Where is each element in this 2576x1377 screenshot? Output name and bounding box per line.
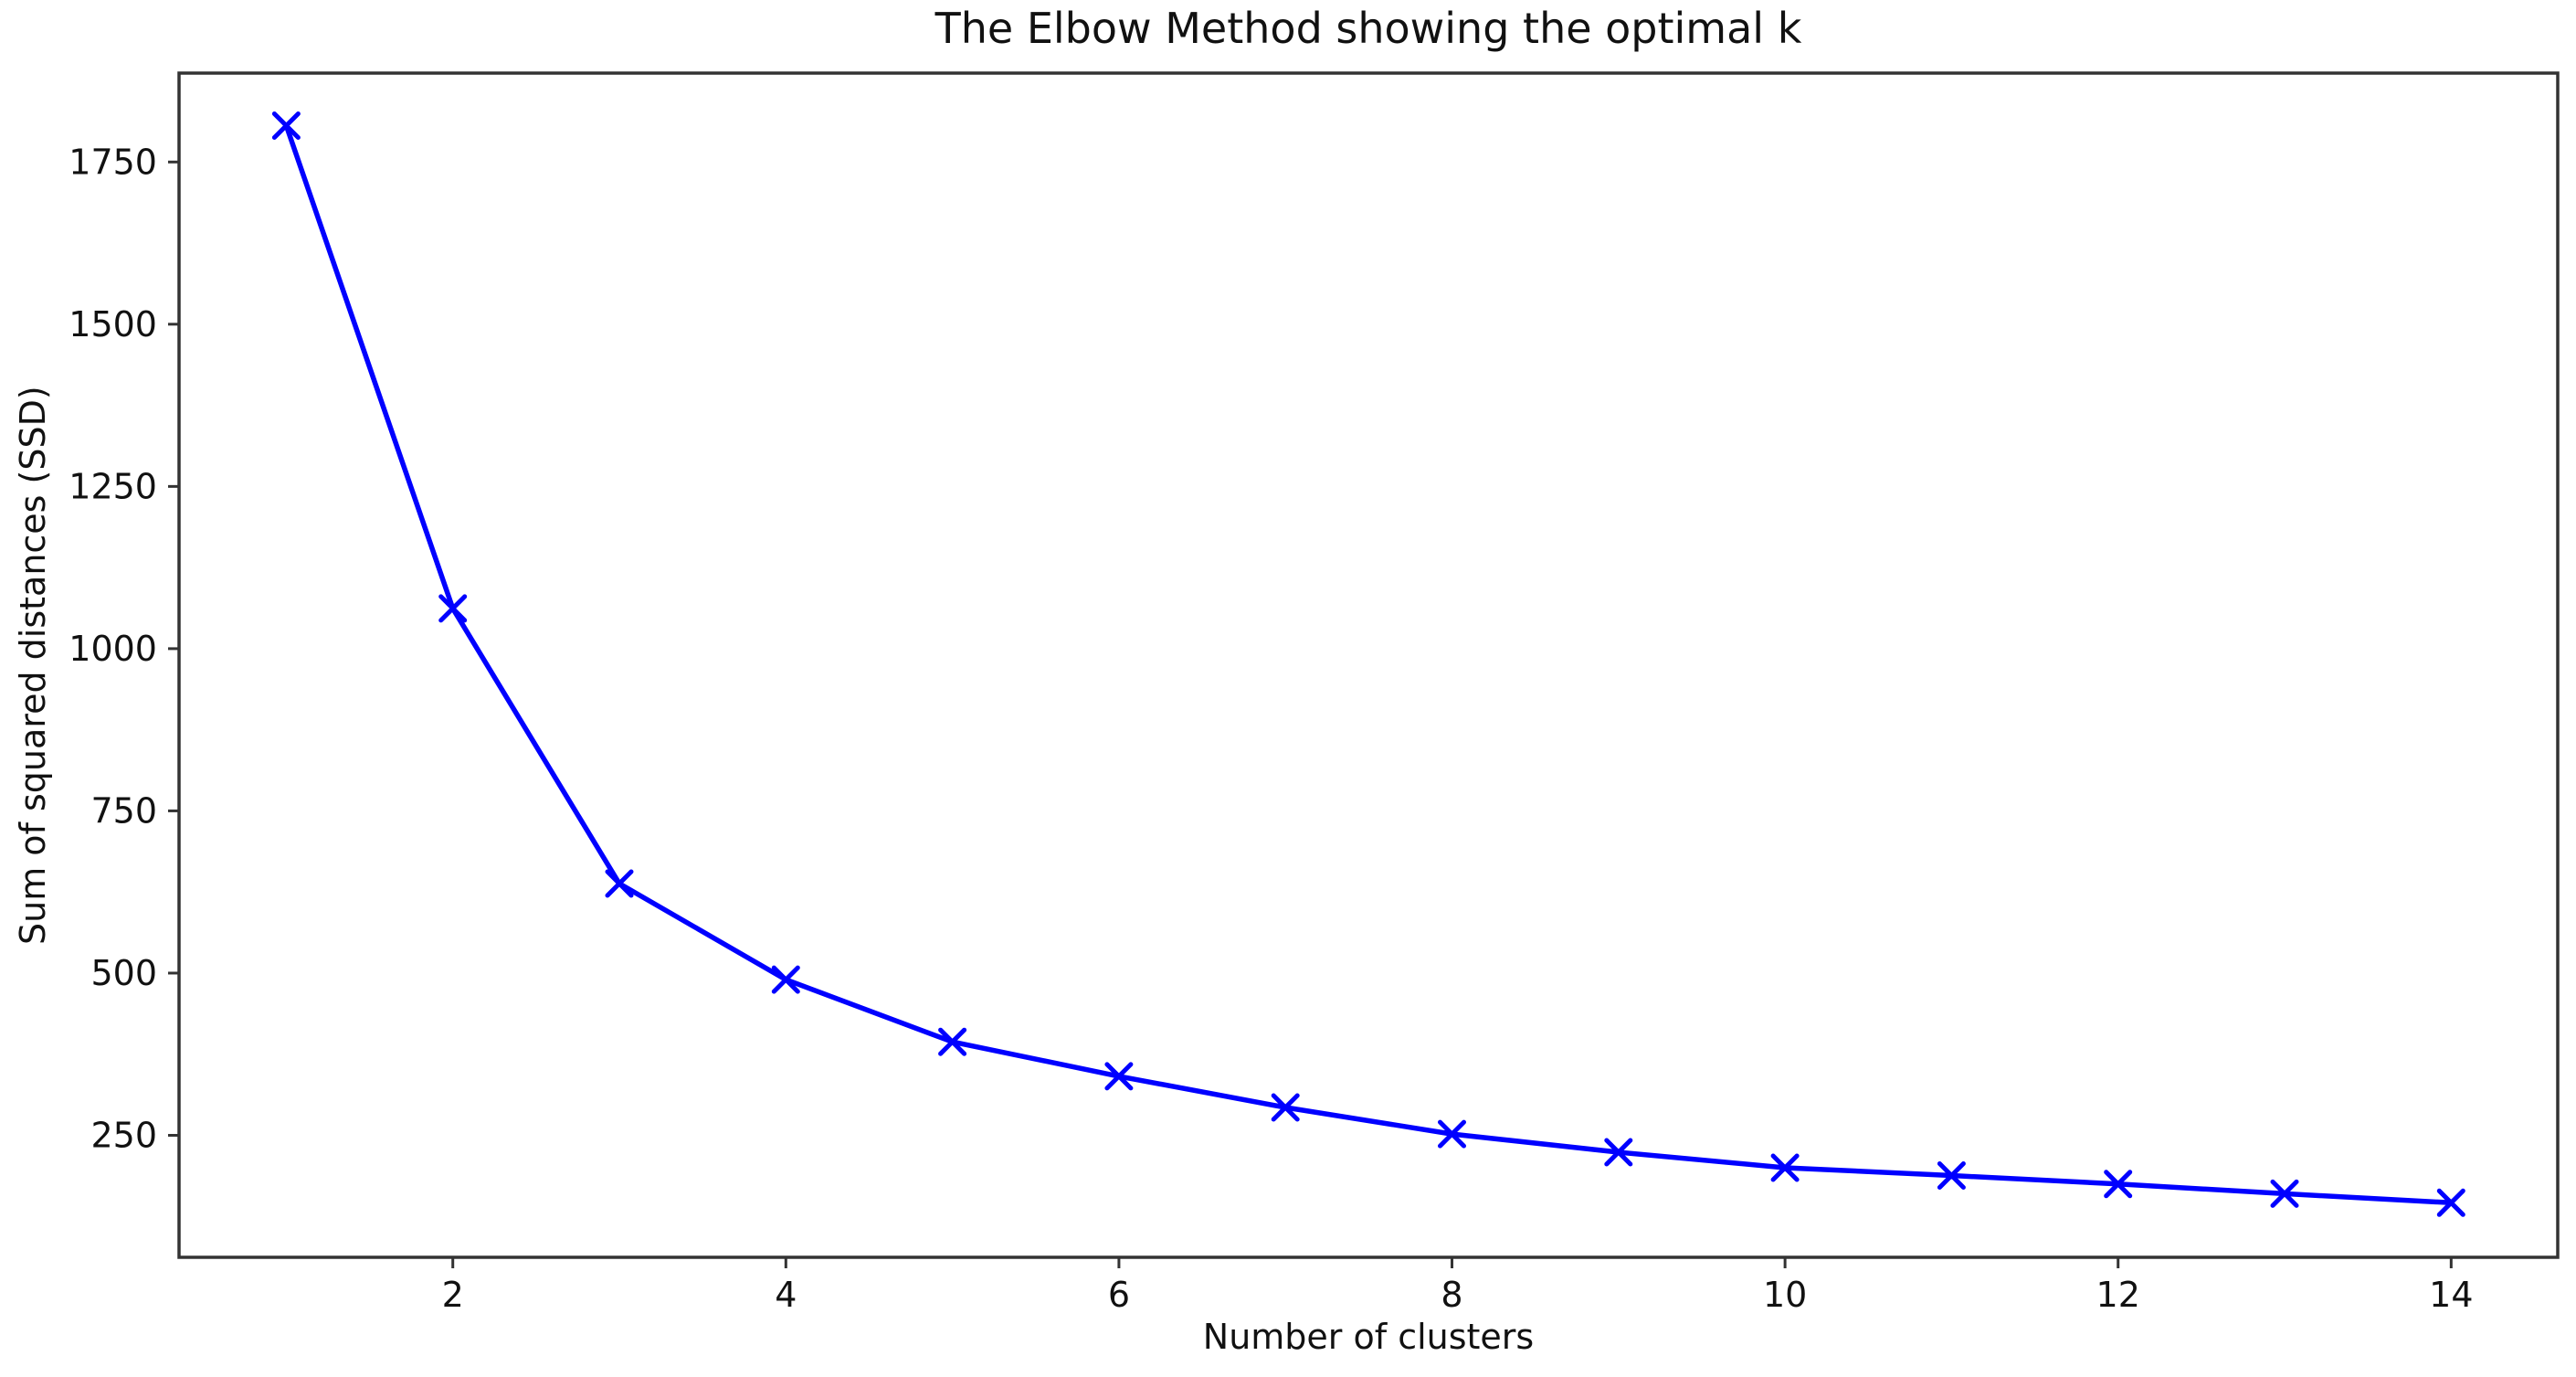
x-tick-label: 4 (775, 1275, 797, 1315)
y-tick-label: 1500 (69, 304, 157, 344)
y-tick-label: 250 (90, 1115, 157, 1155)
y-tick-label: 1750 (69, 142, 157, 182)
axes-spines (177, 71, 2560, 1259)
data-markers (271, 111, 2465, 1217)
y-tick-label: 500 (90, 953, 157, 993)
chart-title: The Elbow Method showing the optimal k (934, 4, 1802, 53)
x-tick-label: 6 (1108, 1275, 1130, 1315)
y-tick-label: 750 (90, 790, 157, 831)
x-tick-label: 14 (2429, 1275, 2473, 1315)
y-tick-label: 1250 (69, 466, 157, 506)
x-tick-label: 2 (442, 1275, 464, 1315)
data-line (283, 122, 2455, 1206)
x-tick-label: 8 (1441, 1275, 1462, 1315)
x-axis-label: Number of clusters (1202, 1317, 1535, 1357)
x-tick-label: 12 (2096, 1275, 2140, 1315)
x-tick-label: 10 (1763, 1275, 1807, 1315)
y-tick-label: 1000 (69, 629, 157, 669)
